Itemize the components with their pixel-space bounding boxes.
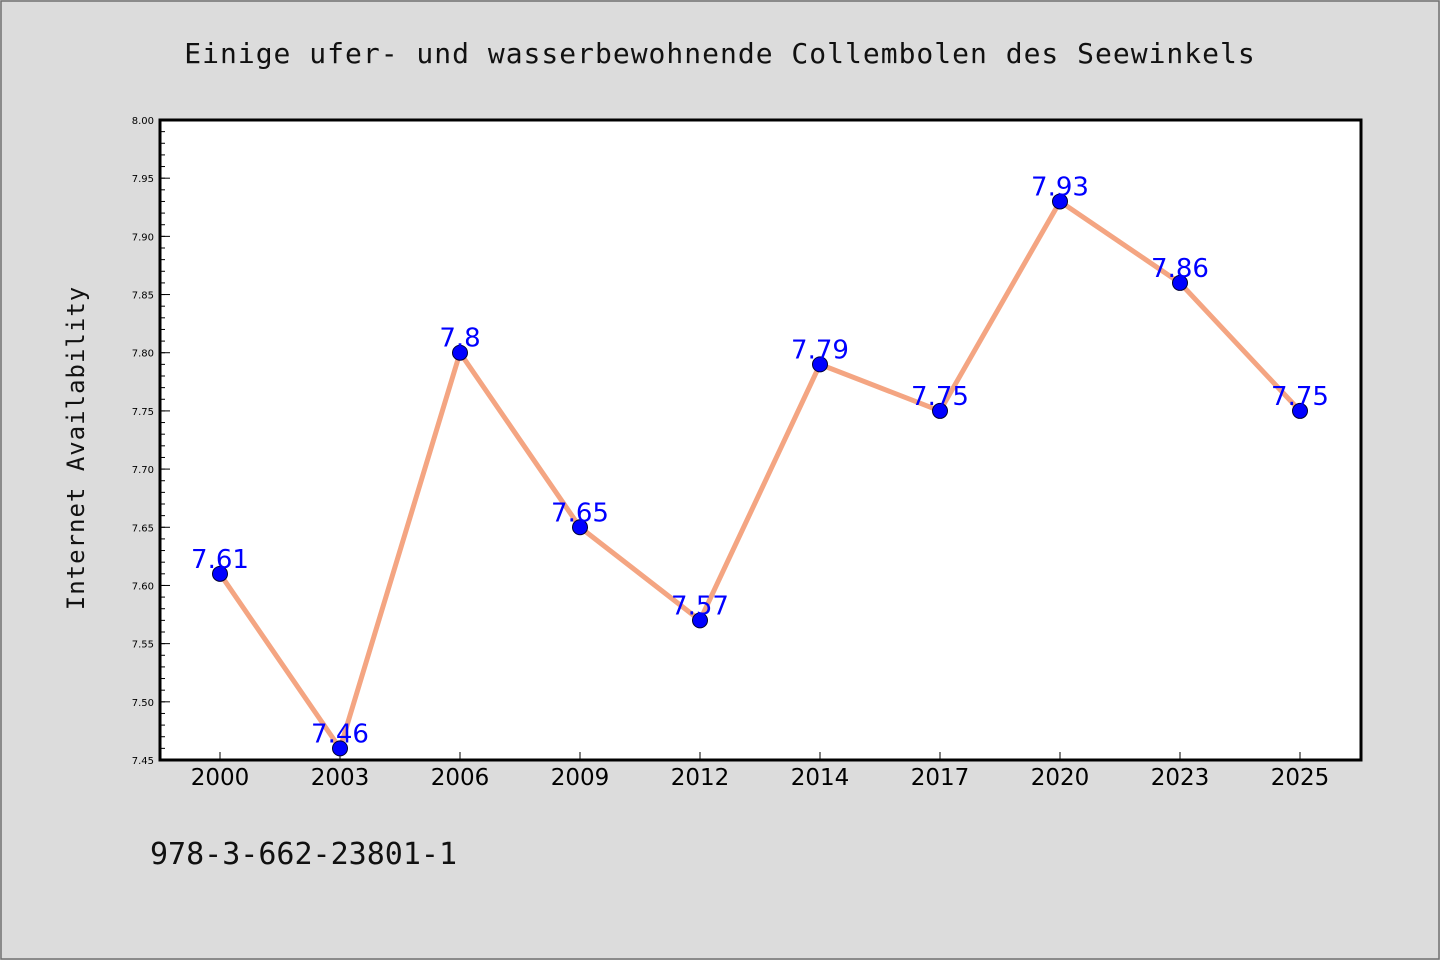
- x-tick-label: 2012: [671, 765, 730, 791]
- y-axis-label: Internet Availability: [62, 286, 90, 610]
- data-point: [212, 565, 228, 582]
- y-tick-label: 7.50: [132, 698, 154, 709]
- data-point: [692, 612, 708, 629]
- data-point: [1172, 274, 1188, 291]
- y-tick-label: 7.80: [132, 349, 154, 360]
- data-label: 7.65: [551, 498, 609, 528]
- data-label: 7.75: [911, 382, 969, 412]
- y-tick-label: 7.85: [132, 291, 154, 302]
- data-label: 7.57: [671, 591, 729, 621]
- x-tick-label: 2025: [1271, 765, 1330, 791]
- y-tick-label: 7.95: [132, 174, 154, 185]
- data-point: [452, 344, 468, 361]
- y-tick-label: 7.90: [132, 232, 154, 243]
- x-tick-label: 2009: [551, 765, 610, 791]
- data-label: 7.86: [1151, 254, 1209, 284]
- y-tick-label: 8.00: [132, 116, 154, 127]
- data-point: [572, 519, 588, 536]
- data-labels-layer: 7.61 7.46 7.8 7.65 7.57 7.79 7.75 7.93 7.86 7.75: [191, 172, 1329, 749]
- data-label: 7.93: [1031, 172, 1089, 202]
- footer-isbn: 978-3-662-23801-1: [150, 837, 457, 872]
- x-tick-label: 2006: [431, 765, 490, 791]
- data-label: 7.46: [311, 719, 369, 749]
- y-tick-label: 7.65: [132, 523, 154, 534]
- y-tick-label: 7.70: [132, 465, 154, 476]
- y-tick-label: 7.75: [132, 407, 154, 418]
- x-tick-label: 2020: [1031, 765, 1090, 791]
- x-tick-label: 2023: [1151, 765, 1210, 791]
- data-label: 7.8: [439, 324, 480, 354]
- data-point: [1052, 193, 1068, 210]
- y-tick-label: 7.60: [132, 581, 154, 592]
- data-label: 7.75: [1271, 382, 1329, 412]
- chart-title: Einige ufer- und wasserbewohnende Collem…: [184, 37, 1255, 70]
- y-tick-label: 7.55: [132, 640, 154, 651]
- plot-border: [158, 118, 1363, 762]
- series-line: [217, 198, 1303, 751]
- plot-area: [160, 120, 1361, 760]
- x-tick-label: 2017: [911, 765, 970, 791]
- series-layer: [212, 193, 1308, 757]
- y-axis: 7.45 7.50 7.55 7.60 7.65 7.70 7.75 7.80 7.85 7.90…: [132, 116, 170, 767]
- data-point: [812, 356, 828, 373]
- x-tick-label: 2000: [191, 765, 250, 791]
- data-point: [1292, 402, 1308, 419]
- x-axis: 2000 2003 2006 2009 2012 2014 2017 2020 2023 2025: [191, 752, 1330, 791]
- data-label: 7.61: [191, 545, 249, 575]
- x-tick-label: 2014: [791, 765, 850, 791]
- data-point: [932, 402, 948, 419]
- y-tick-label: 7.45: [132, 756, 154, 767]
- data-point: [332, 740, 348, 757]
- data-label: 7.79: [791, 335, 849, 365]
- x-tick-label: 2003: [311, 765, 370, 791]
